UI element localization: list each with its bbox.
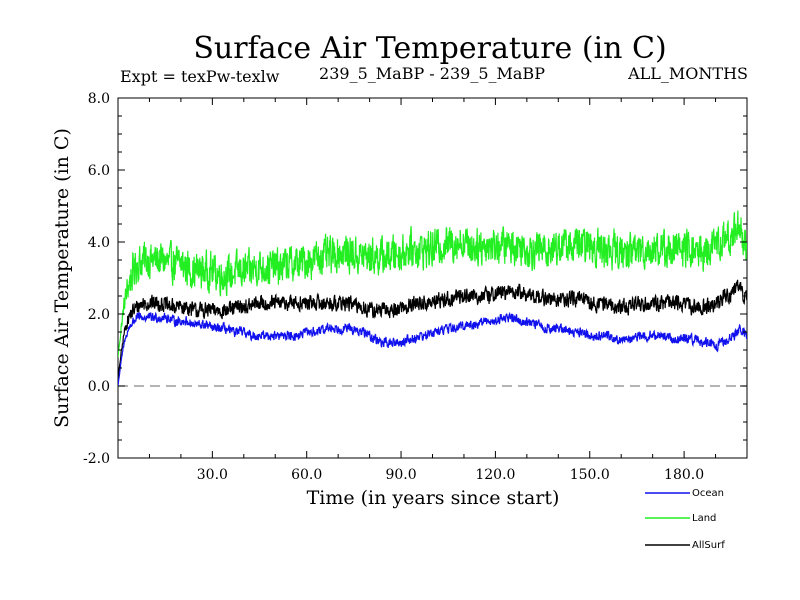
series-line-land (118, 210, 747, 358)
x-tick-label: 150.0 (570, 467, 610, 483)
legend-label-land: Land (692, 513, 716, 524)
y-tick-label: 0.0 (88, 379, 110, 395)
series-line-allsurf (118, 279, 747, 379)
chart-subtitle-center: 239_5_MaBP - 239_5_MaBP (319, 64, 545, 83)
y-tick-label: 8.0 (88, 91, 110, 107)
y-axis-label: Surface Air Temperature (in C) (51, 128, 73, 428)
x-tick-label: 120.0 (475, 467, 515, 483)
x-tick-label: 90.0 (385, 467, 416, 483)
y-tick-label: 2.0 (88, 307, 110, 323)
series-line-ocean (118, 311, 747, 387)
chart-title: Surface Air Temperature (in C) (193, 31, 666, 66)
x-tick-label: 180.0 (664, 467, 704, 483)
chart-subtitle-left: Expt = texPw-texlw (120, 67, 280, 86)
legend: Ocean Land AllSurf (645, 488, 725, 551)
x-axis-label: Time (in years since start) (307, 487, 560, 509)
legend-label-allsurf: AllSurf (692, 540, 725, 551)
y-axis-ticks: -2.0 0.0 2.0 4.0 6.0 8.0 (83, 91, 747, 467)
x-tick-label: 30.0 (197, 467, 228, 483)
chart-subtitle-right: ALL_MONTHS (627, 64, 748, 83)
y-tick-label: 4.0 (88, 235, 110, 251)
x-axis-ticks: 30.0 60.0 90.0 120.0 150.0 180.0 (148, 98, 717, 483)
y-tick-label: 6.0 (88, 163, 110, 179)
legend-label-ocean: Ocean (692, 488, 724, 499)
x-tick-label: 60.0 (291, 467, 322, 483)
y-tick-label: -2.0 (83, 451, 110, 467)
